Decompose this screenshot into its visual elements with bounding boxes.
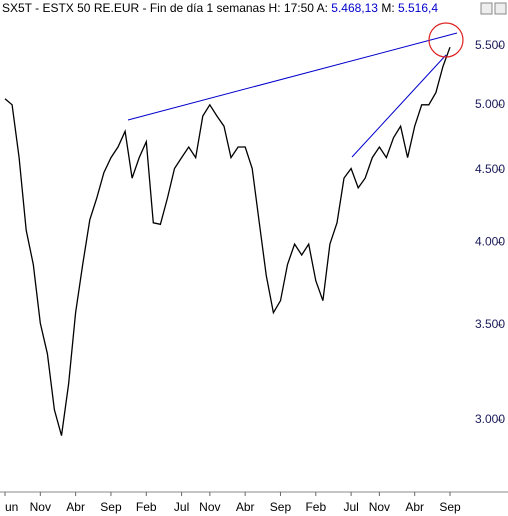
x-tick-label: Nov [30, 500, 51, 514]
x-tick-label: Abr [236, 500, 255, 514]
header-last: 5.468,13 [331, 1, 378, 15]
highlight-circle [428, 22, 464, 58]
y-tick-label: 4.500 [475, 162, 505, 176]
trend-line [127, 32, 458, 121]
x-tick-label: Abr [66, 500, 85, 514]
x-tick-label: Jul [343, 500, 358, 514]
header-text: SX5T - ESTX 50 RE.EUR - Fin de día 1 sem… [2, 1, 331, 15]
x-tick-label: Nov [369, 500, 390, 514]
x-tick-label: Nov [199, 500, 220, 514]
y-tick-label: 4.000 [475, 235, 505, 249]
x-tick-label: Jul [174, 500, 189, 514]
y-tick-label: 5.000 [475, 97, 505, 111]
trend-line [351, 54, 447, 158]
plot-area: 3.000 3.500 4.000 4.500 5.000 5.500 un Nov Abr Se… [4, 38, 505, 514]
header-max-label: M: [378, 1, 398, 15]
x-tick-label: Sep [100, 500, 122, 514]
x-tick-label: Feb [136, 500, 157, 514]
x-tick-label: Abr [405, 500, 424, 514]
x-tick-label: Feb [305, 500, 326, 514]
header: SX5T - ESTX 50 RE.EUR - Fin de día 1 sem… [2, 1, 438, 15]
window-button[interactable] [480, 2, 493, 15]
x-tick-label: Sep [439, 500, 461, 514]
y-tick-label: 3.500 [475, 317, 505, 331]
window-button[interactable] [494, 2, 507, 15]
x-tick-label: un [5, 500, 18, 514]
y-tick-label: 5.500 [475, 38, 505, 52]
header-max: 5.516,4 [398, 1, 438, 15]
price-line [4, 46, 451, 436]
x-tick-label: Sep [270, 500, 292, 514]
y-tick-label: 3.000 [475, 412, 505, 426]
